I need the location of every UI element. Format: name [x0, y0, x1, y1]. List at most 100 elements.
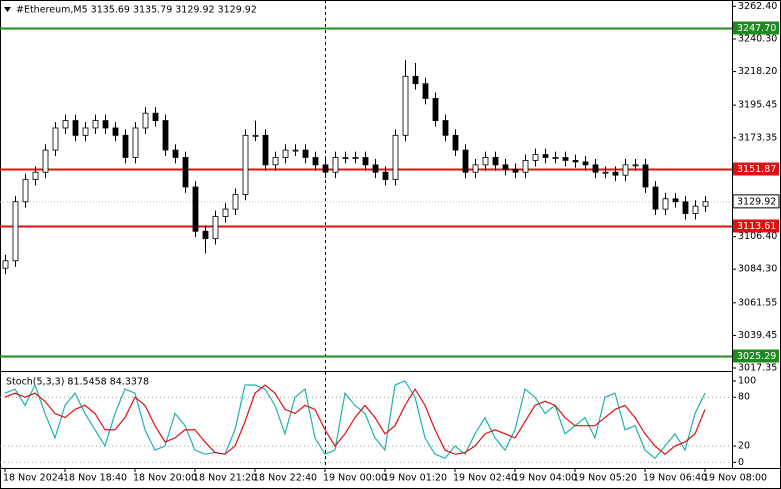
x-tick-label: 19 Nov 01:20: [383, 473, 447, 484]
candle-body: [442, 120, 449, 136]
candle-body: [612, 171, 619, 176]
candle-body: [132, 127, 139, 158]
level-tag: [733, 349, 779, 363]
candle-body: [512, 168, 519, 173]
y-tick-label: 3106.40: [738, 231, 777, 242]
candle-body: [152, 112, 159, 121]
x-tick-label: 19 Nov 06:40: [643, 473, 707, 484]
candle-body: [462, 149, 469, 173]
candle-body: [402, 75, 409, 136]
y-tick-label: 80: [738, 392, 750, 403]
x-tick-label: 19 Nov 00:00: [323, 473, 387, 484]
level-tag: [733, 219, 779, 233]
candle-body: [192, 186, 199, 232]
y-tick-label: 0: [738, 457, 744, 468]
y-tick-label: 3173.35: [738, 132, 777, 143]
candle-body: [122, 134, 129, 158]
candle-body: [582, 161, 589, 166]
y-tick-label: 3262.40: [738, 1, 777, 12]
candle-body: [212, 216, 219, 240]
candle-body: [382, 171, 389, 181]
level-label: 3151.87: [737, 164, 776, 175]
candle-body: [372, 164, 379, 173]
candle-body: [72, 120, 79, 136]
candle-body: [652, 186, 659, 210]
menu-icon: [4, 7, 11, 12]
candle-body: [532, 154, 539, 161]
indicator-title: Stoch(5,3,3) 81.5458 84.3378: [6, 377, 149, 388]
stoch-line: [4, 380, 706, 460]
last-price-label: 3129.92: [737, 196, 776, 207]
candle-body: [162, 120, 169, 151]
candle-body: [392, 134, 399, 181]
candle-body: [332, 157, 339, 173]
candle-body: [482, 157, 489, 166]
candle-body: [432, 98, 439, 121]
candle-body: [412, 75, 419, 85]
candle-body: [662, 198, 669, 210]
candle-body: [522, 160, 529, 173]
candle-body: [562, 157, 569, 161]
candle-body: [592, 164, 599, 173]
candle-body: [502, 164, 509, 170]
candle-body: [272, 157, 279, 166]
candle-body: [362, 157, 369, 166]
candle-body: [472, 164, 479, 173]
candle-body: [252, 134, 259, 137]
stoch-line: [4, 384, 706, 455]
candle-body: [422, 83, 429, 99]
candle-body: [22, 179, 29, 203]
candle-body: [312, 157, 319, 166]
level-label: 3113.61: [737, 221, 776, 232]
candle-body: [2, 260, 9, 269]
candle-body: [182, 157, 189, 188]
candle-body: [322, 164, 329, 173]
candle-body: [552, 157, 559, 159]
candle-body: [542, 154, 549, 158]
candle-body: [42, 149, 49, 173]
candle-body: [262, 134, 269, 166]
candle-body: [232, 193, 239, 210]
last-price-tag: [732, 194, 780, 209]
y-tick-label: 3195.45: [738, 100, 777, 111]
candle-body: [572, 160, 579, 163]
x-tick-label: 19 Nov 04:00: [513, 473, 577, 484]
y-tick-label: 3061.55: [738, 297, 777, 308]
x-tick-label: 18 Nov 21:20: [193, 473, 257, 484]
candle-body: [302, 149, 309, 158]
y-tick-label: 3240.30: [738, 33, 777, 44]
candle-body: [672, 198, 679, 203]
candle-body: [202, 230, 209, 240]
candle-body: [32, 171, 39, 181]
candle-body: [492, 157, 499, 166]
candle-body: [222, 208, 229, 217]
candle-body: [112, 127, 119, 136]
level-label: 3025.29: [737, 351, 776, 362]
y-tick-label: 3039.45: [738, 330, 777, 341]
candle-body: [642, 164, 649, 188]
x-tick-label: 18 Nov 2024: [3, 473, 64, 484]
x-tick-label: 18 Nov 22:40: [253, 473, 317, 484]
level-tag: [733, 21, 779, 35]
y-tick-label: 3017.35: [738, 363, 777, 374]
y-tick-label: 100: [738, 375, 756, 386]
candle-body: [102, 120, 109, 129]
y-tick-label: 3218.20: [738, 66, 777, 77]
candle-body: [702, 201, 709, 207]
x-tick-label: 19 Nov 05:20: [573, 473, 637, 484]
candle-body: [632, 164, 639, 167]
candle-body: [12, 201, 19, 262]
candle-body: [242, 134, 249, 195]
candle-body: [82, 127, 89, 136]
candle-body: [52, 127, 59, 151]
y-tick-label: 3084.30: [738, 264, 777, 275]
x-tick-label: 18 Nov 18:40: [63, 473, 127, 484]
candle-body: [292, 149, 299, 152]
candle-body: [352, 157, 359, 159]
x-tick-label: 19 Nov 02:40: [453, 473, 517, 484]
x-tick-label: 19 Nov 08:00: [703, 473, 767, 484]
candle-body: [342, 157, 349, 159]
level-tag: [733, 162, 779, 176]
candle-body: [282, 149, 289, 158]
